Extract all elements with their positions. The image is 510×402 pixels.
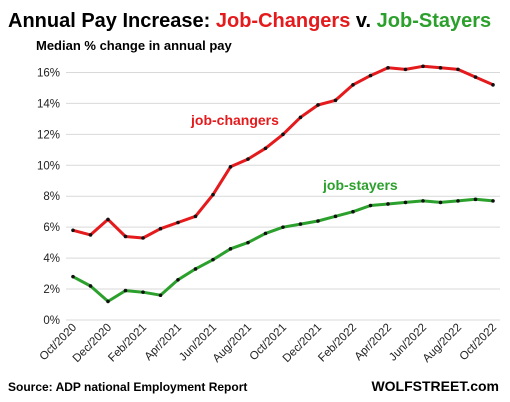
y-tick-label: 6% xyxy=(43,222,60,234)
data-point-job-changers xyxy=(263,146,268,151)
data-point-job-stayers xyxy=(88,284,93,288)
data-point-job-stayers xyxy=(316,219,320,223)
data-point-job-stayers xyxy=(473,197,478,202)
data-point-job-stayers xyxy=(106,299,110,304)
x-tick-label: Feb/2022 xyxy=(316,322,359,365)
data-point-job-changers xyxy=(281,132,285,137)
data-point-job-stayers xyxy=(368,203,373,208)
series-markers xyxy=(71,64,495,304)
title-part-4: Job-Stayers xyxy=(377,10,492,32)
gridlines xyxy=(66,71,500,321)
data-point-job-changers xyxy=(228,165,233,169)
data-point-job-changers xyxy=(71,228,75,233)
data-point-job-changers xyxy=(351,83,355,87)
data-point-job-changers xyxy=(386,66,390,70)
y-tick-label: 0% xyxy=(43,315,60,327)
series-line-job-stayers xyxy=(72,197,494,303)
data-point-job-stayers xyxy=(141,290,145,294)
data-point-job-changers xyxy=(316,103,320,107)
x-tick-label: Aug/2022 xyxy=(421,322,464,365)
data-point-job-changers xyxy=(123,234,128,239)
chart-title: Annual Pay Increase: Job-Changers v. Job… xyxy=(8,10,491,32)
data-point-job-stayers xyxy=(351,209,355,214)
title-part-1: Annual Pay Increase: xyxy=(8,10,216,32)
chart-subtitle: Median % change in annual pay xyxy=(36,38,233,53)
data-point-job-stayers xyxy=(421,199,425,203)
data-point-job-changers xyxy=(211,192,215,197)
series-label-job-changers: job-changers xyxy=(190,112,279,128)
title-part-2: Job-Changers xyxy=(216,10,350,32)
data-point-job-stayers xyxy=(228,247,233,251)
y-tick-label: 8% xyxy=(43,191,60,203)
data-point-job-changers xyxy=(491,83,495,87)
data-point-job-stayers xyxy=(281,225,285,229)
data-point-job-changers xyxy=(438,66,443,70)
data-point-job-changers xyxy=(176,220,180,225)
series-label-job-stayers: job-stayers xyxy=(322,177,398,193)
data-point-job-stayers xyxy=(438,200,443,205)
data-point-job-stayers xyxy=(211,257,215,262)
data-point-job-changers xyxy=(298,115,303,120)
data-point-job-stayers xyxy=(491,199,495,203)
data-point-job-changers xyxy=(193,214,198,219)
data-point-job-changers xyxy=(246,157,250,161)
data-point-job-stayers xyxy=(403,200,408,205)
data-point-job-stayers xyxy=(193,267,198,271)
title-part-3: v. xyxy=(350,10,376,32)
data-point-job-changers xyxy=(403,67,408,72)
data-point-job-changers xyxy=(106,217,110,222)
data-point-job-stayers xyxy=(158,293,163,298)
y-tick-label: 16% xyxy=(37,67,60,79)
data-point-job-stayers xyxy=(456,199,460,203)
x-tick-label: Feb/2021 xyxy=(106,322,149,365)
data-point-job-stayers xyxy=(298,222,303,226)
data-point-job-changers xyxy=(158,226,163,231)
data-point-job-changers xyxy=(456,67,460,72)
data-point-job-stayers xyxy=(386,202,390,206)
data-point-job-changers xyxy=(88,233,93,237)
data-point-job-changers xyxy=(368,73,373,78)
data-point-job-changers xyxy=(421,64,425,69)
series-lines xyxy=(72,64,494,303)
y-tick-label: 14% xyxy=(37,98,60,110)
data-point-job-stayers xyxy=(71,274,75,279)
y-tick-label: 2% xyxy=(43,284,60,296)
data-point-job-stayers xyxy=(333,214,338,219)
data-point-job-changers xyxy=(473,75,478,79)
data-point-job-stayers xyxy=(263,231,268,236)
x-tick-label: Oct/2022 xyxy=(458,322,499,363)
y-axis-ticks: 0% 2% 4% 6% 8% 10% 12% 14% 16% xyxy=(37,67,60,327)
data-point-job-changers xyxy=(333,98,338,103)
data-point-job-changers xyxy=(141,236,145,240)
data-point-job-stayers xyxy=(123,288,128,293)
source-note: Source: ADP national Employment Report xyxy=(8,380,247,394)
data-point-job-stayers xyxy=(176,277,180,282)
data-point-job-stayers xyxy=(246,240,250,245)
x-tick-label: Aug/2021 xyxy=(211,322,254,365)
y-tick-label: 12% xyxy=(37,129,60,141)
brand-label: WOLFSTREET.com xyxy=(371,378,499,394)
y-tick-label: 4% xyxy=(43,253,60,265)
x-axis-ticks: Oct/2020Dec/2020Feb/2021Apr/2021Jun/2021… xyxy=(38,322,499,365)
series-line-job-changers xyxy=(72,64,494,240)
y-tick-label: 10% xyxy=(37,160,60,172)
